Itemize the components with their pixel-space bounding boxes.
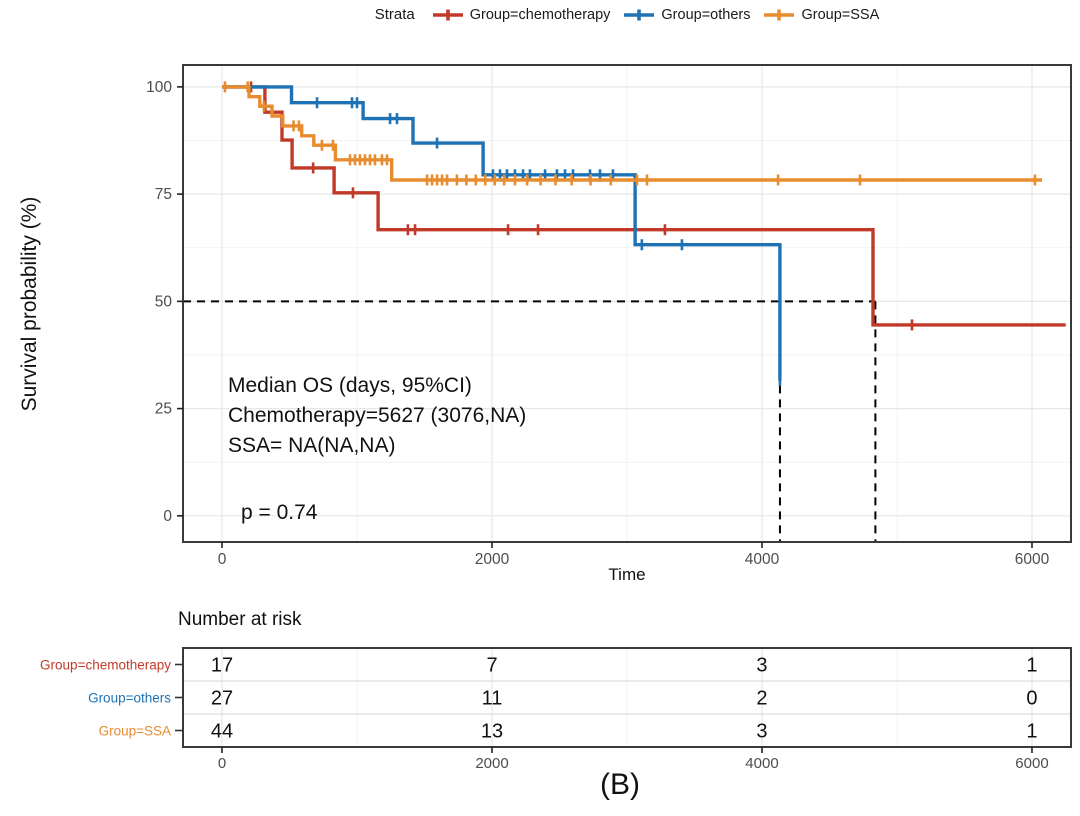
y-tick-label: 25 [155,401,172,418]
legend-key-censor-icon [764,9,795,20]
risk-row-label: Group=chemotherapy [40,658,171,673]
risk-count-value: 0 [1026,688,1037,710]
risk-count-value: 27 [211,688,233,710]
x-tick-label: 6000 [1015,551,1050,568]
risk-count-value: 17 [211,655,233,677]
risk-count-value: 13 [481,721,503,743]
risk-count-value: 44 [211,721,233,743]
annotation-line-2: Chemotherapy=5627 (3076,NA) [228,404,527,427]
survival-curve-group-others [222,85,782,381]
risk-x-tick-label: 2000 [475,755,508,772]
survival-curve-group-chemotherapy [222,85,1066,327]
risk-x-tick-label: 0 [218,755,226,772]
y-tick-label: 75 [155,186,172,203]
risk-count-value: 2 [756,688,767,710]
p-value-label: p = 0.74 [241,501,318,524]
risk-count-value: 1 [1026,655,1037,677]
risk-count-value: 1 [1026,721,1037,743]
median-os-annotation: Median OS (days, 95%CI) Chemotherapy=562… [228,371,526,461]
legend: Strata Group=chemotherapy Group=others Gro… [183,6,1071,23]
annotation-line-1: Median OS (days, 95%CI) [228,374,472,397]
y-tick-label: 0 [163,508,172,525]
x-tick-label: 2000 [475,551,510,568]
panel-caption: (B) [600,768,640,801]
legend-item: Group=chemotherapy [432,6,611,23]
x-tick-label: 4000 [745,551,780,568]
legend-key-censor-icon [624,9,655,20]
y-tick-label: 100 [146,79,172,96]
risk-count-value: 11 [482,688,503,710]
risk-row-label: Group=SSA [99,724,171,739]
legend-item-label: Group=chemotherapy [469,6,611,23]
risk-x-tick-label: 6000 [1015,755,1048,772]
y-axis-title: Survival probability (%) [18,196,41,412]
survival-curve-group-ssa [222,85,1042,182]
y-tick-label: 50 [155,293,173,310]
risk-table-title: Number at risk [178,609,302,630]
x-axis-title: Time [608,565,646,584]
risk-x-tick-label: 4000 [745,755,778,772]
x-tick-label: 0 [218,551,227,568]
legend-item: Group=SSA [764,7,879,23]
annotation-line-3: SSA= NA(NA,NA) [228,434,396,457]
risk-count-value: 3 [756,655,767,677]
risk-count-value: 3 [756,721,767,743]
risk-table-border [182,647,1072,748]
plot-panel-border [182,64,1072,543]
legend-item: Group=others [624,7,750,23]
legend-key-censor-icon [432,9,463,20]
legend-title: Strata [374,6,415,23]
legend-item-label: Group=others [661,6,751,23]
legend-item-label: Group=SSA [801,6,880,23]
risk-row-label: Group=others [88,691,171,706]
risk-count-value: 7 [486,655,497,677]
